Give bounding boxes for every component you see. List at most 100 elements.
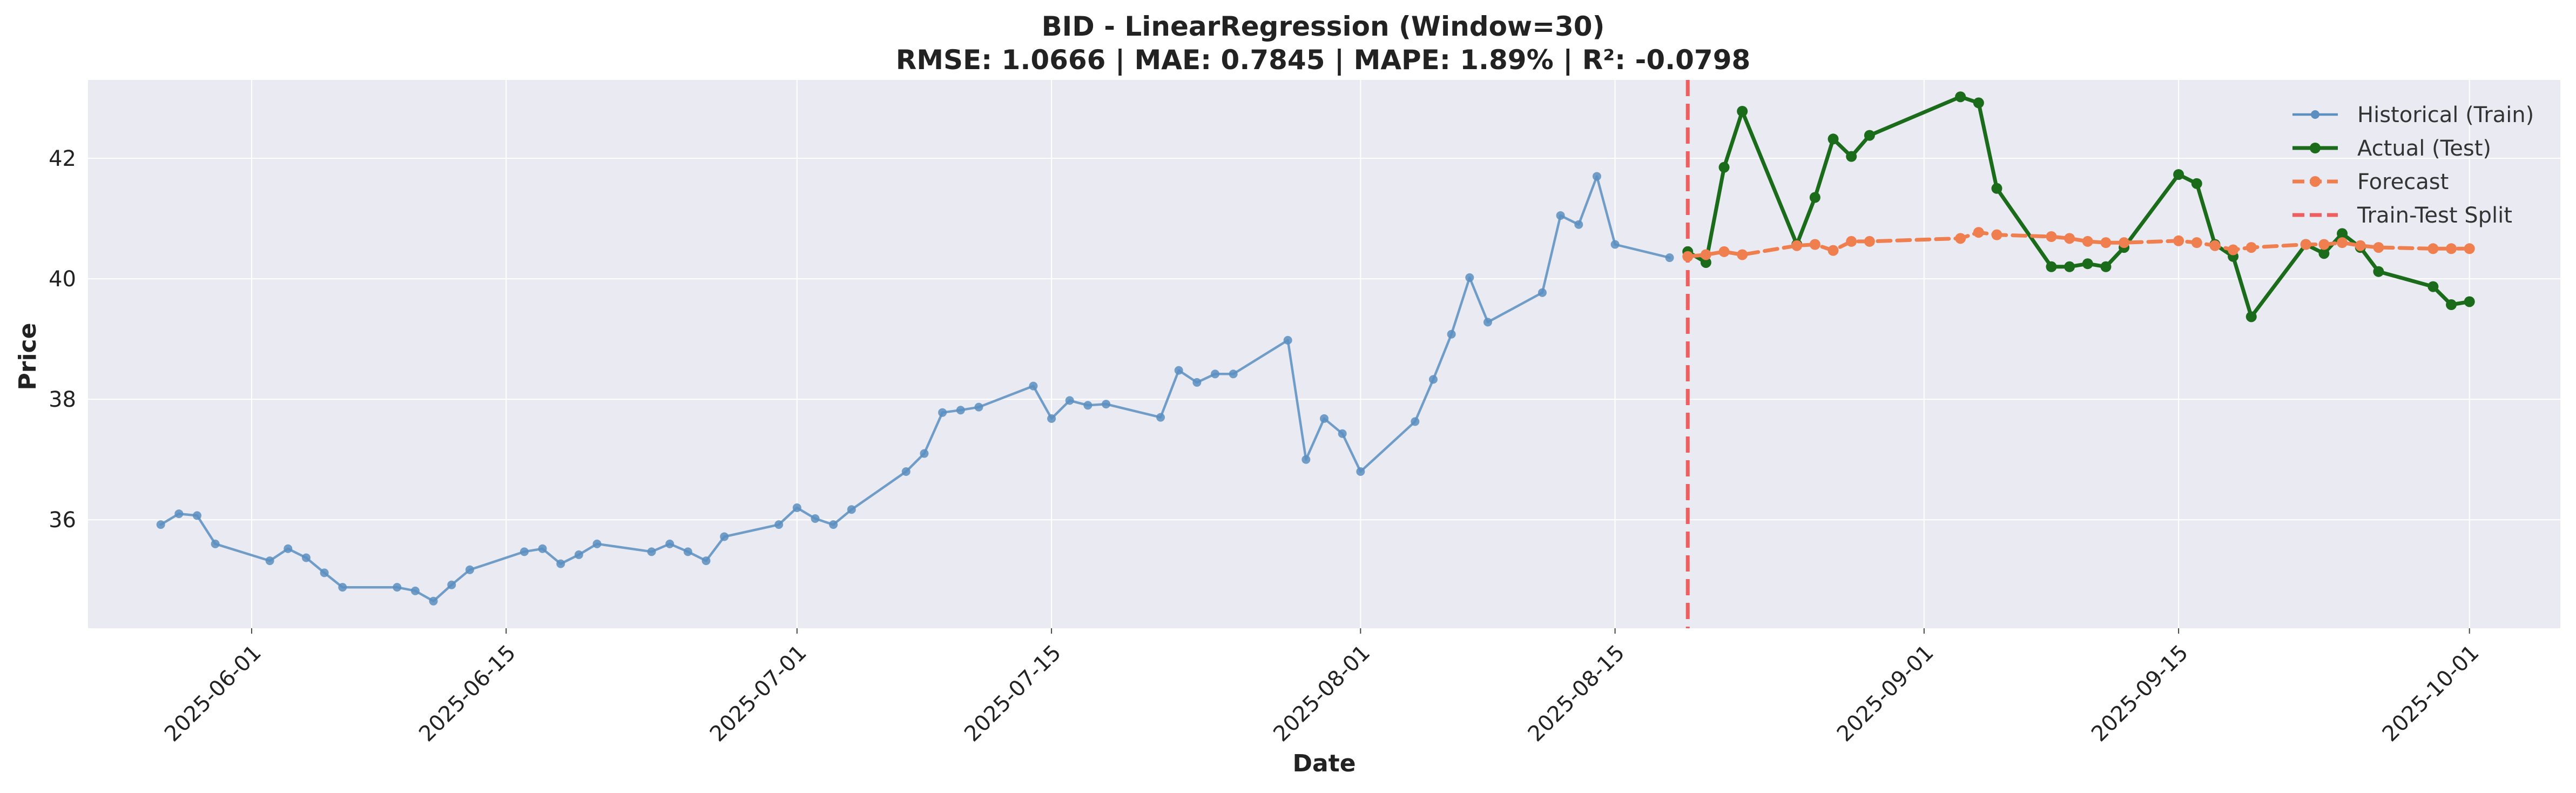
data-point	[592, 539, 602, 548]
data-point	[1283, 335, 1292, 345]
data-point	[174, 509, 184, 519]
data-point	[1592, 172, 1601, 181]
data-point	[2173, 169, 2184, 180]
data-point	[1973, 97, 1984, 109]
data-point	[2082, 258, 2093, 270]
data-point	[829, 520, 838, 529]
data-point	[1537, 288, 1547, 297]
data-point	[1828, 133, 1839, 145]
data-point	[1809, 192, 1820, 203]
data-point	[2228, 244, 2239, 256]
data-point	[901, 467, 911, 476]
data-point	[2046, 261, 2057, 272]
data-point	[1864, 236, 1875, 247]
data-point	[847, 505, 856, 514]
x-tick-label: 2025-06-01	[160, 640, 266, 747]
x-tick-label: 2025-10-01	[2378, 640, 2484, 747]
data-point	[2446, 299, 2457, 311]
data-point	[2245, 311, 2257, 322]
y-tick-label: 40	[49, 267, 76, 292]
data-point	[2100, 237, 2112, 248]
data-point	[1447, 330, 1456, 339]
data-point	[1338, 429, 1347, 438]
data-point	[1737, 249, 1748, 260]
data-point	[2100, 261, 2112, 272]
data-point	[2119, 237, 2130, 248]
legend-label: Forecast	[2357, 170, 2449, 194]
legend-label: Train-Test Split	[2357, 203, 2512, 228]
legend-marker	[2310, 143, 2321, 153]
data-point	[665, 539, 675, 548]
data-point	[1610, 240, 1620, 249]
data-point	[1302, 455, 1311, 464]
data-point	[974, 402, 983, 412]
data-point	[156, 520, 165, 529]
x-axis-label: Date	[1292, 750, 1356, 777]
chart-title: BID - LinearRegression (Window=30)	[1042, 11, 1605, 42]
x-tick-label: 2025-09-01	[1832, 640, 1939, 747]
x-tick-label: 2025-07-15	[960, 640, 1066, 747]
legend-marker	[2310, 176, 2321, 187]
data-point	[647, 547, 656, 556]
data-point	[720, 532, 729, 541]
data-point	[556, 559, 565, 568]
x-tick-label: 2025-09-15	[2087, 640, 2193, 747]
data-point	[2464, 243, 2475, 254]
data-point	[1465, 273, 1474, 282]
data-point	[1700, 249, 1711, 260]
data-point	[1737, 106, 1748, 117]
data-point	[447, 580, 456, 589]
data-point	[2427, 281, 2439, 292]
data-point	[1846, 236, 1857, 247]
data-point	[192, 511, 201, 520]
y-axis: 36 38 40 42	[49, 146, 76, 533]
data-point	[465, 565, 474, 574]
data-point	[1320, 414, 1329, 423]
plot-area	[88, 80, 2560, 628]
data-point	[2300, 239, 2311, 250]
data-point	[1665, 253, 1674, 263]
data-point	[1483, 318, 1492, 327]
x-tick-label: 2025-06-15	[414, 640, 521, 747]
data-point	[920, 449, 929, 458]
data-point	[1229, 369, 1238, 379]
data-point	[301, 553, 311, 562]
data-point	[1428, 375, 1438, 384]
legend-label: Actual (Test)	[2357, 136, 2491, 161]
data-point	[265, 556, 274, 566]
data-point	[1047, 414, 1056, 423]
data-point	[1846, 151, 1857, 162]
y-tick-label: 42	[49, 146, 76, 171]
data-point	[1192, 378, 1202, 387]
data-point	[2355, 240, 2366, 251]
data-point	[1156, 413, 1165, 422]
data-point	[2337, 228, 2348, 239]
data-point	[2318, 248, 2330, 259]
data-point	[1991, 183, 2002, 194]
data-point	[1828, 245, 1839, 256]
data-point	[956, 406, 965, 415]
x-tick-label: 2025-08-15	[1523, 640, 1630, 747]
data-point	[2191, 178, 2202, 189]
x-tick-label: 2025-08-01	[1269, 640, 1375, 747]
data-point	[811, 514, 820, 523]
data-point	[1700, 257, 1711, 268]
data-point	[1211, 369, 1220, 379]
data-point	[1574, 220, 1583, 229]
chart-subtitle: RMSE: 1.0666 | MAE: 0.7845 | MAPE: 1.89%…	[896, 44, 1751, 76]
y-tick-label: 36	[49, 508, 76, 533]
data-point	[1864, 130, 1875, 141]
data-point	[792, 503, 801, 512]
data-point	[2373, 242, 2384, 253]
data-point	[2337, 237, 2348, 248]
data-point	[1102, 400, 1111, 409]
data-point	[1029, 381, 1038, 391]
data-point	[2064, 233, 2075, 244]
data-point	[1174, 366, 1183, 375]
data-point	[2446, 243, 2457, 254]
data-point	[1411, 417, 1420, 426]
x-axis: 2025-06-01 2025-06-15 2025-07-01 2025-07-15…	[160, 628, 2484, 747]
y-axis-label: Price	[14, 323, 42, 391]
data-point	[938, 408, 947, 417]
